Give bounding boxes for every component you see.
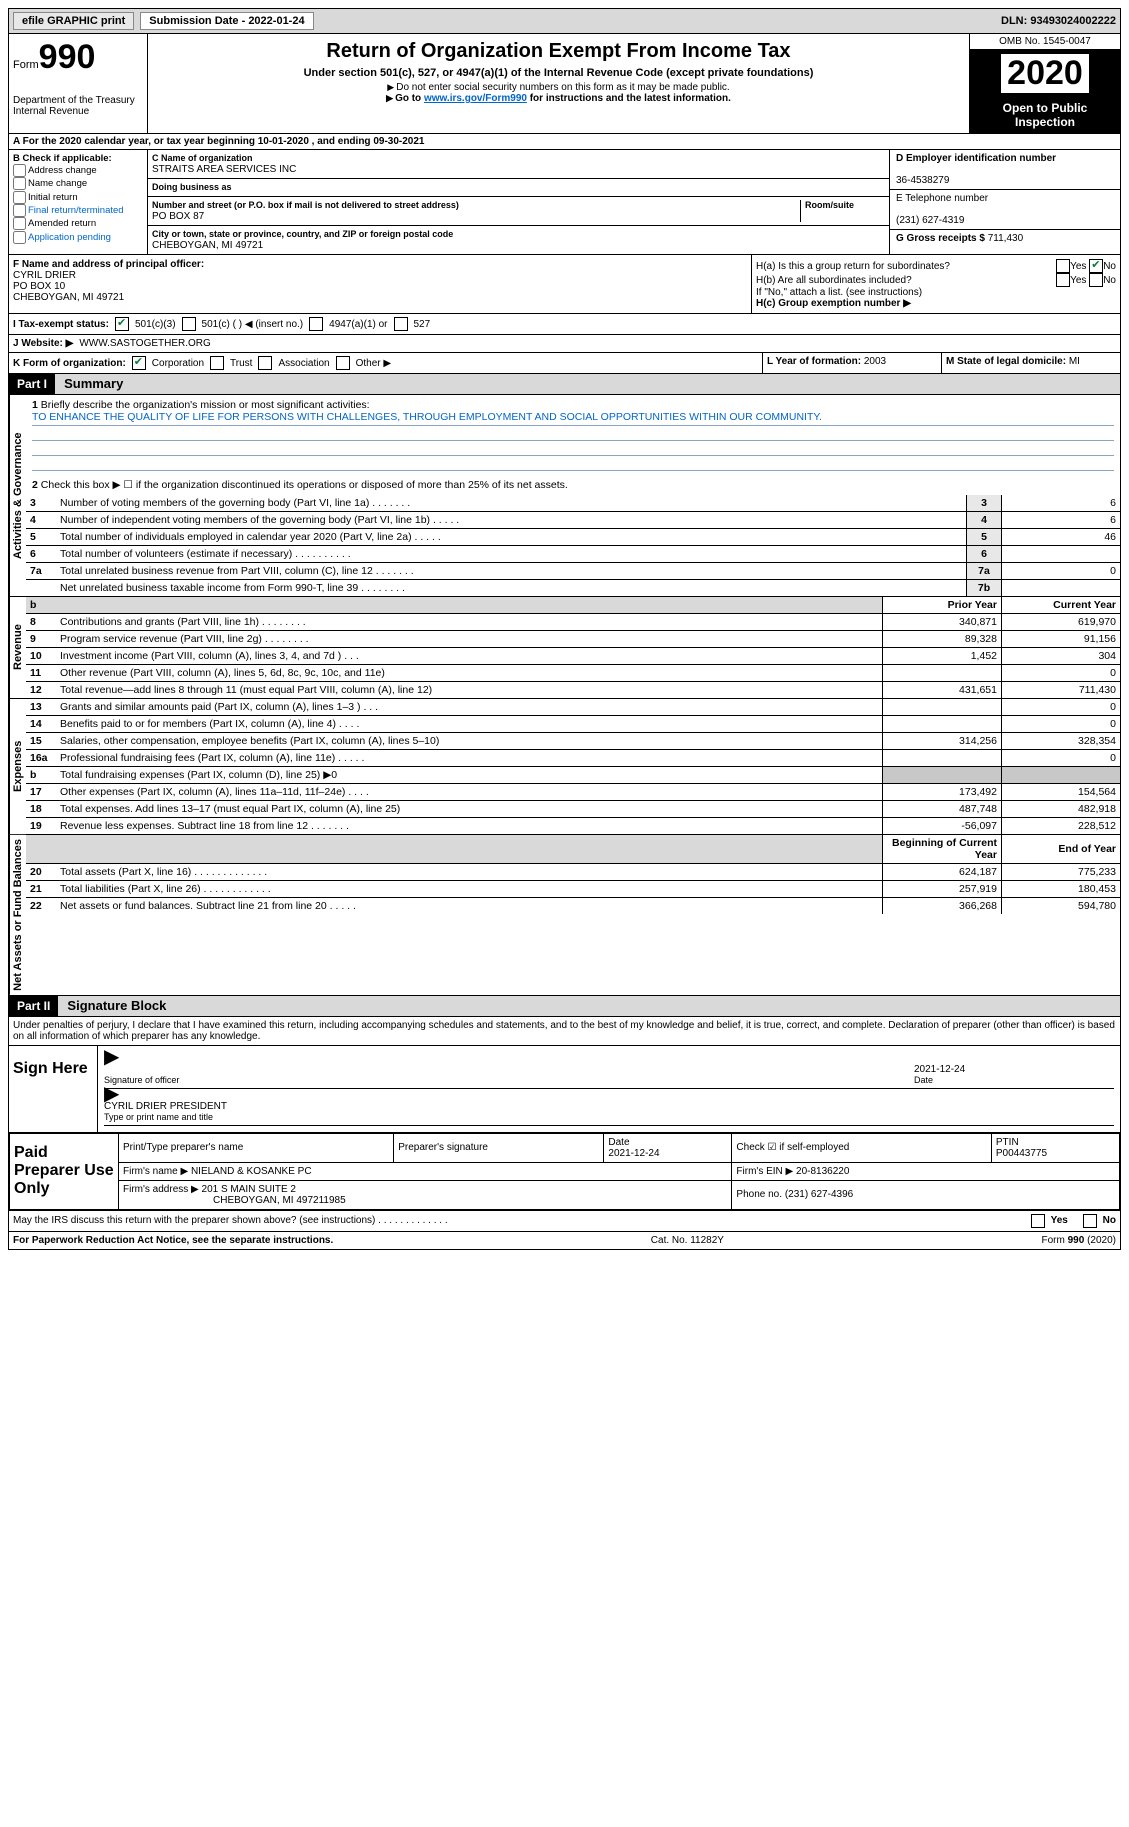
form-label: Form xyxy=(13,59,39,71)
expenses-section: Expenses 13Grants and similar amounts pa… xyxy=(8,699,1121,835)
form-subtitle: Under section 501(c), 527, or 4947(a)(1)… xyxy=(154,67,963,79)
row-klm: K Form of organization: Corporation Trus… xyxy=(8,353,1121,374)
chk-501c[interactable] xyxy=(182,317,196,331)
box-h: H(a) Is this a group return for subordin… xyxy=(752,255,1120,313)
ha-no[interactable] xyxy=(1089,259,1103,273)
section-bcdeg: B Check if applicable: Address change Na… xyxy=(8,150,1121,255)
hb-yes[interactable] xyxy=(1056,273,1070,287)
note-ssn: Do not enter social security numbers on … xyxy=(154,82,963,93)
footer-right: Form 990 (2020) xyxy=(1042,1235,1116,1246)
box-deg: D Employer identification number 36-4538… xyxy=(889,150,1120,254)
website: WWW.SASTOGETHER.ORG xyxy=(79,338,210,349)
may-irs-no[interactable] xyxy=(1083,1214,1097,1228)
form-header: Form990 Department of the Treasury Inter… xyxy=(8,34,1121,134)
chk-app-pending[interactable] xyxy=(13,231,26,244)
hb-no[interactable] xyxy=(1089,273,1103,287)
box-f: F Name and address of principal officer:… xyxy=(9,255,752,313)
sign-date: 2021-12-24 xyxy=(914,1064,965,1075)
chk-501c3[interactable] xyxy=(115,317,129,331)
chk-final-return[interactable] xyxy=(13,204,26,217)
org-address: PO BOX 87 xyxy=(152,211,204,222)
chk-corporation[interactable] xyxy=(132,356,146,370)
side-revenue: Revenue xyxy=(9,597,26,698)
part1-header: Part I Summary xyxy=(8,374,1121,395)
state-domicile: MI xyxy=(1069,356,1080,367)
officer-addr2: CHEBOYGAN, MI 49721 xyxy=(13,292,747,303)
may-irs-row: May the IRS discuss this return with the… xyxy=(8,1211,1121,1232)
firm-name: NIELAND & KOSANKE PC xyxy=(191,1166,312,1177)
firm-phone: (231) 627-4396 xyxy=(785,1189,853,1200)
chk-association[interactable] xyxy=(258,356,272,370)
efile-print-button[interactable]: efile GRAPHIC print xyxy=(13,12,134,30)
section-fh: F Name and address of principal officer:… xyxy=(8,255,1121,314)
box-b: B Check if applicable: Address change Na… xyxy=(9,150,148,254)
sign-here-block: Sign Here ▶ Signature of officer 2021-12… xyxy=(8,1046,1121,1133)
sign-here-label: Sign Here xyxy=(9,1046,98,1132)
paid-preparer-block: Paid Preparer Use Only Print/Type prepar… xyxy=(8,1133,1121,1211)
firm-ein: 20-8136220 xyxy=(796,1166,849,1177)
form990-link[interactable]: www.irs.gov/Form990 xyxy=(424,93,527,104)
officer-addr1: PO BOX 10 xyxy=(13,281,747,292)
top-bar: efile GRAPHIC print Submission Date - 20… xyxy=(8,8,1121,34)
may-irs-yes[interactable] xyxy=(1031,1214,1045,1228)
ptin: P00443775 xyxy=(996,1148,1047,1159)
open-to-public: Open to Public Inspection xyxy=(970,97,1120,133)
row-a-period: A For the 2020 calendar year, or tax yea… xyxy=(8,134,1121,150)
officer-name: CYRIL DRIER xyxy=(13,270,747,281)
row-i: I Tax-exempt status: 501(c)(3) 501(c) ( … xyxy=(8,314,1121,335)
box-c: C Name of organization STRAITS AREA SERV… xyxy=(148,150,889,254)
telephone: (231) 627-4319 xyxy=(896,215,964,226)
chk-4947[interactable] xyxy=(309,317,323,331)
footer-mid: Cat. No. 11282Y xyxy=(651,1235,724,1246)
chk-527[interactable] xyxy=(394,317,408,331)
chk-name-change[interactable] xyxy=(13,177,26,190)
net-assets-table: Beginning of Current YearEnd of Year20To… xyxy=(26,835,1120,914)
year-formation: 2003 xyxy=(864,356,886,367)
form-title: Return of Organization Exempt From Incom… xyxy=(154,40,963,63)
chk-address-change[interactable] xyxy=(13,164,26,177)
penalty-text: Under penalties of perjury, I declare th… xyxy=(8,1017,1121,1046)
net-assets-section: Net Assets or Fund Balances Beginning of… xyxy=(8,835,1121,996)
irs-label: Internal Revenue xyxy=(13,106,143,117)
part2-header: Part II Signature Block xyxy=(8,996,1121,1017)
ha-yes[interactable] xyxy=(1056,259,1070,273)
expenses-table: 13Grants and similar amounts paid (Part … xyxy=(26,699,1120,834)
side-net: Net Assets or Fund Balances xyxy=(9,835,26,995)
org-name: STRAITS AREA SERVICES INC xyxy=(152,164,296,175)
footer: For Paperwork Reduction Act Notice, see … xyxy=(8,1232,1121,1250)
firm-address2: CHEBOYGAN, MI 497211985 xyxy=(123,1195,346,1206)
omb-number: OMB No. 1545-0047 xyxy=(970,34,1120,50)
chk-other[interactable] xyxy=(336,356,350,370)
revenue-section: Revenue bPrior YearCurrent Year8Contribu… xyxy=(8,597,1121,699)
prep-date: 2021-12-24 xyxy=(608,1148,659,1159)
paid-label: Paid Preparer Use Only xyxy=(10,1133,119,1209)
activities-governance: Activities & Governance 1 Briefly descri… xyxy=(8,395,1121,597)
chk-amended[interactable] xyxy=(13,217,26,230)
submission-date: Submission Date - 2022-01-24 xyxy=(140,12,313,30)
dln: DLN: 93493024002222 xyxy=(1001,15,1116,27)
firm-address: 201 S MAIN SUITE 2 xyxy=(202,1184,296,1195)
note-goto: Go to www.irs.gov/Form990 for instructio… xyxy=(154,93,963,104)
mission-text: TO ENHANCE THE QUALITY OF LIFE FOR PERSO… xyxy=(32,411,1114,426)
ein: 36-4538279 xyxy=(896,175,949,186)
dept-treasury: Department of the Treasury xyxy=(13,95,143,106)
revenue-table: bPrior YearCurrent Year8Contributions an… xyxy=(26,597,1120,698)
side-governance: Activities & Governance xyxy=(9,395,26,596)
tax-year: 2020 xyxy=(970,50,1120,97)
form-number: 990 xyxy=(39,38,96,76)
gross-receipts: 711,430 xyxy=(988,233,1023,244)
chk-trust[interactable] xyxy=(210,356,224,370)
officer-sig-name: CYRIL DRIER PRESIDENT xyxy=(104,1101,227,1112)
org-city: CHEBOYGAN, MI 49721 xyxy=(152,240,263,251)
footer-left: For Paperwork Reduction Act Notice, see … xyxy=(13,1235,333,1246)
chk-initial-return[interactable] xyxy=(13,191,26,204)
row-j: J Website: ▶ WWW.SASTOGETHER.ORG xyxy=(8,335,1121,353)
side-expenses: Expenses xyxy=(9,699,26,834)
governance-table: 3Number of voting members of the governi… xyxy=(26,495,1120,596)
